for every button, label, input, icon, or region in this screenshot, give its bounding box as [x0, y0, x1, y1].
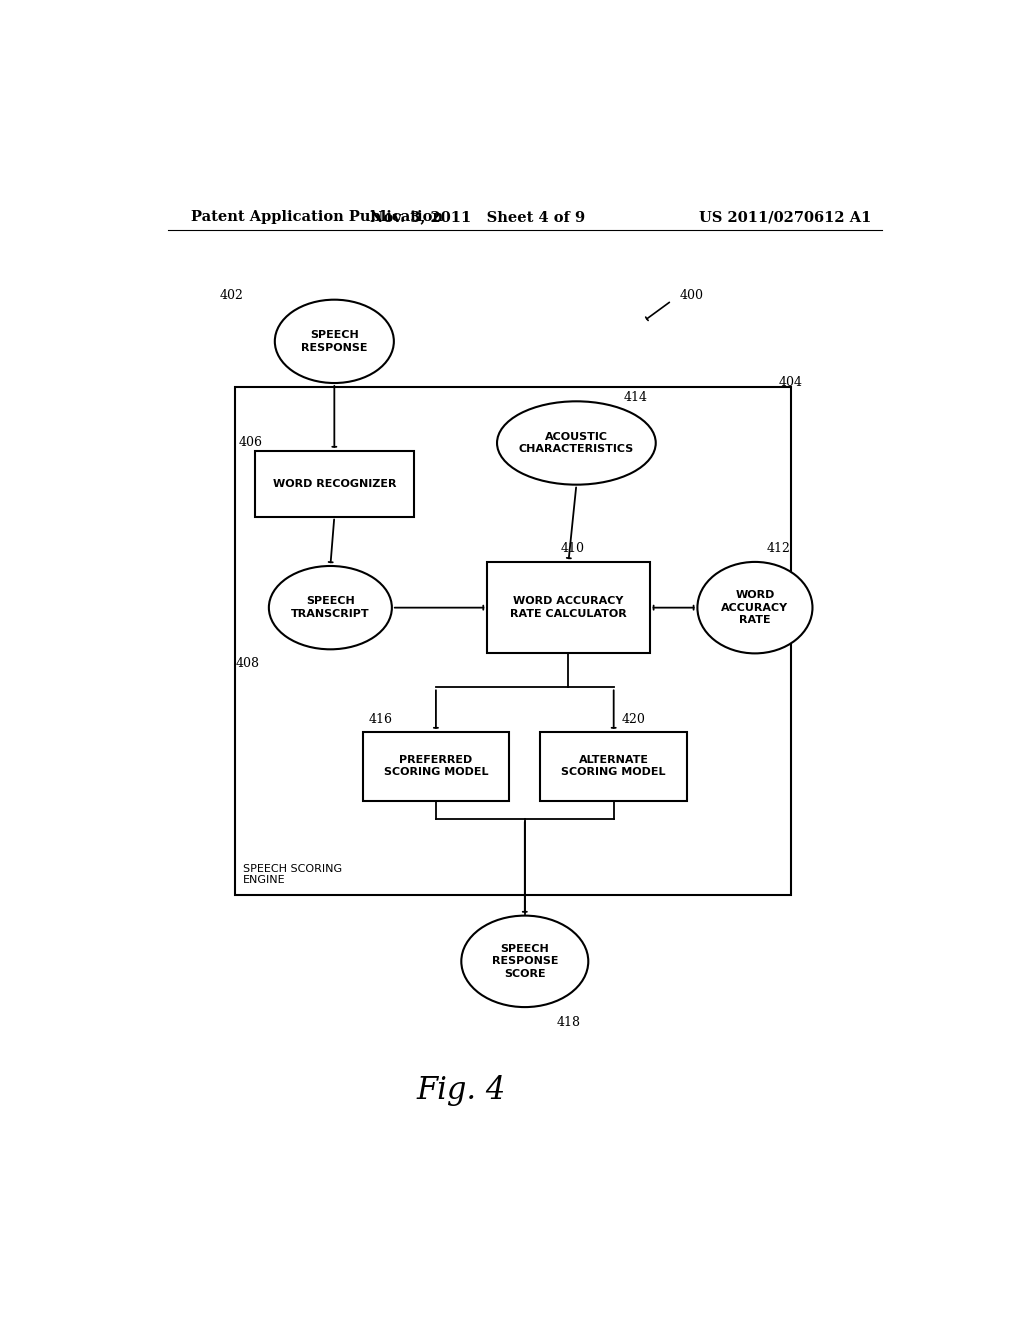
Text: SPEECH SCORING
ENGINE: SPEECH SCORING ENGINE: [243, 863, 342, 886]
Bar: [255, 450, 414, 516]
Text: 400: 400: [680, 289, 703, 302]
Text: 408: 408: [236, 657, 259, 671]
Text: 402: 402: [219, 289, 243, 302]
Ellipse shape: [461, 916, 588, 1007]
Text: US 2011/0270612 A1: US 2011/0270612 A1: [699, 210, 871, 224]
Text: Patent Application Publication: Patent Application Publication: [191, 210, 443, 224]
Bar: [236, 387, 791, 895]
Text: ACOUSTIC
CHARACTERISTICS: ACOUSTIC CHARACTERISTICS: [519, 432, 634, 454]
Text: 406: 406: [240, 437, 263, 450]
Text: 412: 412: [767, 543, 791, 556]
Text: 414: 414: [624, 391, 648, 404]
Text: 420: 420: [622, 713, 645, 726]
Text: PREFERRED
SCORING MODEL: PREFERRED SCORING MODEL: [384, 755, 488, 777]
Text: Nov. 3, 2011   Sheet 4 of 9: Nov. 3, 2011 Sheet 4 of 9: [370, 210, 585, 224]
Text: ALTERNATE
SCORING MODEL: ALTERNATE SCORING MODEL: [561, 755, 666, 777]
Text: WORD ACCURACY
RATE CALCULATOR: WORD ACCURACY RATE CALCULATOR: [510, 597, 627, 619]
Text: 418: 418: [557, 1016, 581, 1028]
Ellipse shape: [497, 401, 655, 484]
Bar: [362, 731, 509, 801]
Ellipse shape: [274, 300, 394, 383]
Text: SPEECH
RESPONSE: SPEECH RESPONSE: [301, 330, 368, 352]
Bar: [541, 731, 687, 801]
Text: WORD RECOGNIZER: WORD RECOGNIZER: [272, 479, 396, 488]
Text: Fig. 4: Fig. 4: [417, 1074, 506, 1106]
Text: SPEECH
TRANSCRIPT: SPEECH TRANSCRIPT: [291, 597, 370, 619]
Text: 404: 404: [778, 375, 803, 388]
Bar: [487, 562, 650, 653]
Ellipse shape: [697, 562, 812, 653]
Text: 410: 410: [560, 543, 585, 556]
Text: 416: 416: [369, 713, 392, 726]
Ellipse shape: [269, 566, 392, 649]
Text: WORD
ACCURACY
RATE: WORD ACCURACY RATE: [721, 590, 788, 626]
Text: SPEECH
RESPONSE
SCORE: SPEECH RESPONSE SCORE: [492, 944, 558, 978]
